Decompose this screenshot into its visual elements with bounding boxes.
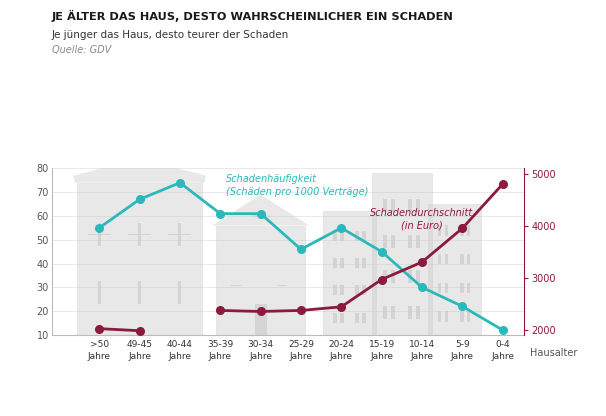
Bar xyxy=(362,313,365,322)
Bar xyxy=(428,204,481,335)
Text: Je jünger das Haus, desto teurer der Schaden: Je jünger das Haus, desto teurer der Sch… xyxy=(52,30,289,40)
Bar xyxy=(362,258,365,268)
Bar xyxy=(445,225,448,235)
Bar xyxy=(383,306,387,319)
Bar xyxy=(362,285,365,295)
Bar xyxy=(138,281,141,304)
Bar xyxy=(460,282,464,293)
Bar xyxy=(467,282,470,293)
Bar xyxy=(333,285,336,295)
Bar xyxy=(333,258,336,268)
Bar xyxy=(416,270,421,283)
Bar xyxy=(362,231,365,241)
Bar xyxy=(216,225,305,335)
Bar xyxy=(340,258,344,268)
Bar xyxy=(383,270,387,283)
Bar xyxy=(355,258,359,268)
Bar xyxy=(416,306,421,319)
Bar xyxy=(231,285,241,286)
Bar xyxy=(460,311,464,322)
Bar xyxy=(371,173,432,335)
Bar xyxy=(416,199,421,212)
Bar xyxy=(445,311,448,322)
Bar xyxy=(323,211,376,335)
Bar xyxy=(98,281,101,304)
Bar xyxy=(391,306,395,319)
Bar xyxy=(178,281,181,304)
Bar xyxy=(438,282,442,293)
Bar xyxy=(340,313,344,322)
Text: Schadendurchschnitt
(in Euro): Schadendurchschnitt (in Euro) xyxy=(370,208,474,231)
Circle shape xyxy=(249,215,272,217)
Bar xyxy=(333,231,336,241)
Polygon shape xyxy=(73,159,206,176)
Bar xyxy=(445,282,448,293)
Bar xyxy=(408,235,413,248)
Bar xyxy=(460,225,464,235)
Text: Hausalter: Hausalter xyxy=(530,348,578,358)
Bar xyxy=(391,199,395,212)
Bar xyxy=(438,225,442,235)
Bar xyxy=(277,285,287,286)
Bar xyxy=(467,225,470,235)
Bar xyxy=(391,235,395,248)
Text: JE ÄLTER DAS HAUS, DESTO WAHRSCHEINLICHER EIN SCHADEN: JE ÄLTER DAS HAUS, DESTO WAHRSCHEINLICHE… xyxy=(52,10,453,22)
Bar xyxy=(467,254,470,264)
Bar xyxy=(383,235,387,248)
Bar xyxy=(408,306,413,319)
Bar xyxy=(445,254,448,264)
Bar xyxy=(77,183,202,335)
Bar xyxy=(333,313,336,322)
Bar xyxy=(340,231,344,241)
Bar xyxy=(355,285,359,295)
Bar xyxy=(138,223,141,246)
Bar xyxy=(460,254,464,264)
Bar xyxy=(255,304,267,335)
Bar xyxy=(467,311,470,322)
Bar xyxy=(355,231,359,241)
Polygon shape xyxy=(212,195,309,225)
Bar xyxy=(416,235,421,248)
Bar xyxy=(340,285,344,295)
Bar xyxy=(408,199,413,212)
Bar xyxy=(391,270,395,283)
Bar xyxy=(383,199,387,212)
Text: Schadenhäufigkeit
(Schäden pro 1000 Verträge): Schadenhäufigkeit (Schäden pro 1000 Vert… xyxy=(226,174,368,197)
Polygon shape xyxy=(73,176,206,183)
Bar xyxy=(355,313,359,322)
Bar xyxy=(98,223,101,246)
Bar xyxy=(438,311,442,322)
Bar xyxy=(178,223,181,246)
Bar xyxy=(438,254,442,264)
Bar xyxy=(408,270,413,283)
Text: Quelle: GDV: Quelle: GDV xyxy=(52,45,111,54)
